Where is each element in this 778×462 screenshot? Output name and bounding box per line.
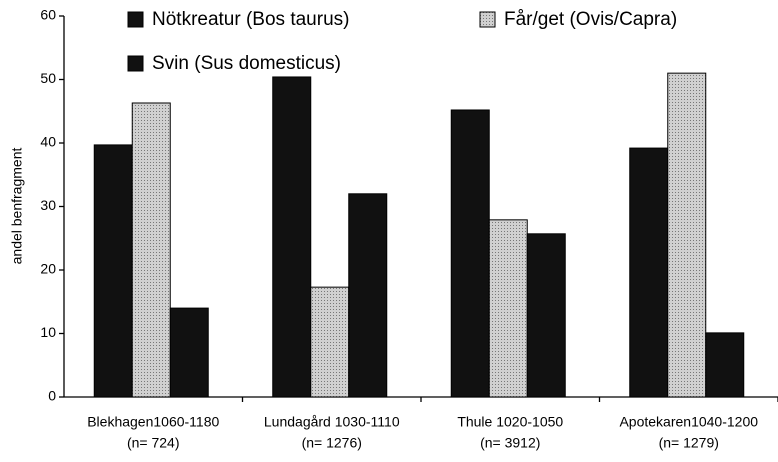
y-tick-label: 0 (48, 388, 56, 404)
bar (450, 109, 490, 398)
legend-swatch (127, 11, 144, 28)
y-tick-label: 10 (40, 324, 56, 340)
bar (310, 286, 350, 398)
y-tick-label: 20 (40, 261, 56, 277)
x-tick-label: (n= 3912) (480, 435, 540, 451)
y-axis-label: andel benfragment (9, 148, 25, 265)
legend-swatch (127, 55, 144, 72)
x-tick-label: (n= 724) (127, 435, 180, 451)
bar (169, 307, 209, 398)
bar (629, 147, 669, 398)
x-tick-label: Blekhagen1060-1180 (87, 414, 219, 430)
x-tick-label: Apotekaren1040-1200 (619, 414, 758, 430)
bar (348, 193, 388, 398)
legend-swatch (479, 11, 496, 28)
y-tick-label: 30 (40, 197, 56, 213)
bar (93, 144, 133, 398)
bar (272, 76, 312, 398)
bar (131, 102, 171, 398)
x-tick-label: (n= 1276) (302, 435, 362, 451)
x-tick-label: Thule 1020-1050 (457, 414, 563, 430)
bar (667, 72, 707, 398)
y-tick-label: 60 (40, 7, 56, 23)
y-tick-label: 50 (40, 70, 56, 86)
bar (705, 332, 745, 398)
bar (526, 233, 566, 398)
legend-label: Nötkreatur (Bos taurus) (152, 9, 349, 30)
x-tick-label: Lundagård 1030-1110 (264, 414, 400, 430)
bar (488, 219, 528, 398)
x-tick-label: (n= 1279) (659, 435, 719, 451)
legend-label: Får/get (Ovis/Capra) (504, 9, 677, 30)
legend-label: Svin (Sus domesticus) (152, 53, 341, 74)
y-tick-label: 40 (40, 134, 56, 150)
